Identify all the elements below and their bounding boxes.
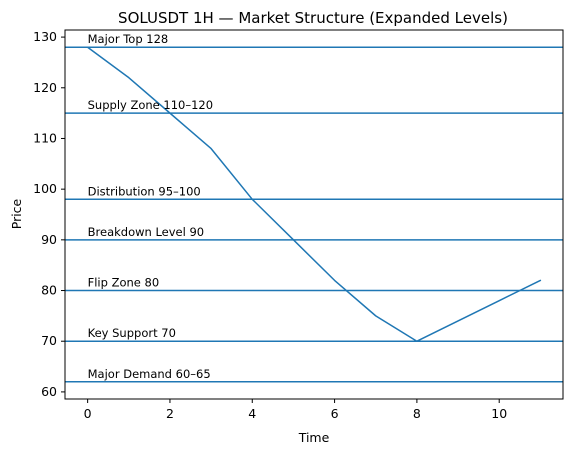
chart-title: SOLUSDT 1H — Market Structure (Expanded … [118,9,508,27]
level-label: Distribution 95–100 [88,184,201,198]
y-tick-label: 100 [33,181,57,196]
y-axis: 60 70 80 90 100 110 120 130 [33,29,65,399]
level-label: Flip Zone 80 [88,276,160,290]
x-tick-label: 0 [84,406,92,421]
levels-layer [65,46,563,383]
x-tick-label: 8 [413,406,421,421]
y-tick-label: 80 [41,283,57,298]
y-tick-label: 120 [33,80,57,95]
level-label: Key Support 70 [88,326,176,340]
x-tick-label: 6 [331,406,339,421]
x-tick-label: 4 [248,406,256,421]
level-label: Breakdown Level 90 [88,225,204,239]
level-label: Major Top 128 [88,32,169,46]
y-tick-label: 130 [33,29,57,44]
series-layer [86,46,542,342]
plot-frame [64,29,564,400]
y-tick-label: 60 [41,384,57,399]
price-line [86,46,542,342]
x-tick-label: 10 [491,406,507,421]
x-tick-label: 2 [166,406,174,421]
level-label: Supply Zone 110–120 [88,98,213,112]
y-tick-label: 110 [33,130,57,145]
y-tick-label: 90 [41,232,57,247]
x-axis: 0 2 4 6 8 10 [84,399,507,421]
y-axis-label: Price [9,198,24,229]
y-tick-label: 70 [41,333,57,348]
x-axis-label: Time [298,430,330,445]
level-label: Major Demand 60–65 [88,367,211,381]
labels-layer: Major Top 128 Supply Zone 110–120 Distribu… [88,32,213,381]
